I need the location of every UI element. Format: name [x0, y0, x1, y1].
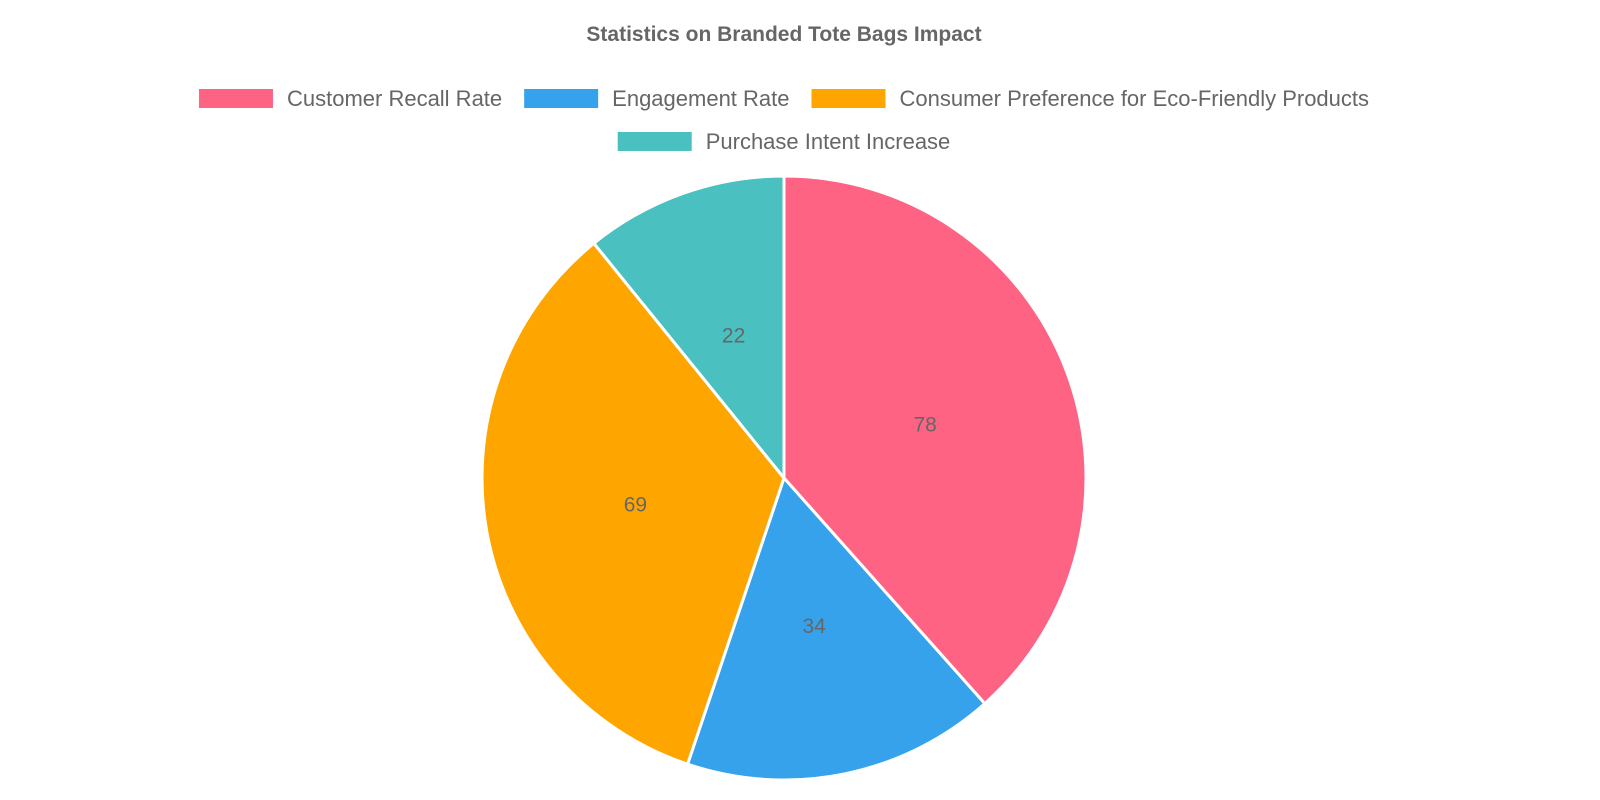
data-label: 34 — [802, 615, 826, 638]
legend: Customer Recall Rate Engagement Rate Consu… — [198, 86, 1370, 154]
pie-slices — [480, 174, 1088, 782]
data-label: 78 — [913, 413, 936, 436]
pie-slice[interactable] — [592, 174, 786, 480]
pie-slice[interactable] — [686, 476, 987, 782]
legend-swatch — [617, 132, 692, 151]
data-label: 69 — [624, 494, 647, 517]
data-label: 22 — [722, 325, 745, 348]
legend-label: Engagement Rate — [612, 86, 789, 111]
legend-label: Consumer Preference for Eco-Friendly Pro… — [900, 86, 1370, 111]
data-labels: 78 34 69 22 — [624, 325, 937, 638]
legend-swatch — [198, 89, 273, 108]
legend-label: Purchase Intent Increase — [706, 129, 951, 154]
legend-item[interactable]: Engagement Rate — [524, 86, 790, 111]
legend-swatch — [811, 89, 886, 108]
legend-item[interactable]: Purchase Intent Increase — [617, 129, 951, 154]
pie-slice[interactable] — [480, 241, 786, 766]
legend-label: Customer Recall Rate — [287, 86, 502, 111]
pie-slice[interactable] — [782, 174, 1088, 706]
legend-swatch — [524, 89, 599, 108]
chart-title: Statistics on Branded Tote Bags Impact — [586, 23, 981, 46]
legend-item[interactable]: Consumer Preference for Eco-Friendly Pro… — [811, 86, 1370, 111]
legend-item[interactable]: Customer Recall Rate — [198, 86, 502, 111]
